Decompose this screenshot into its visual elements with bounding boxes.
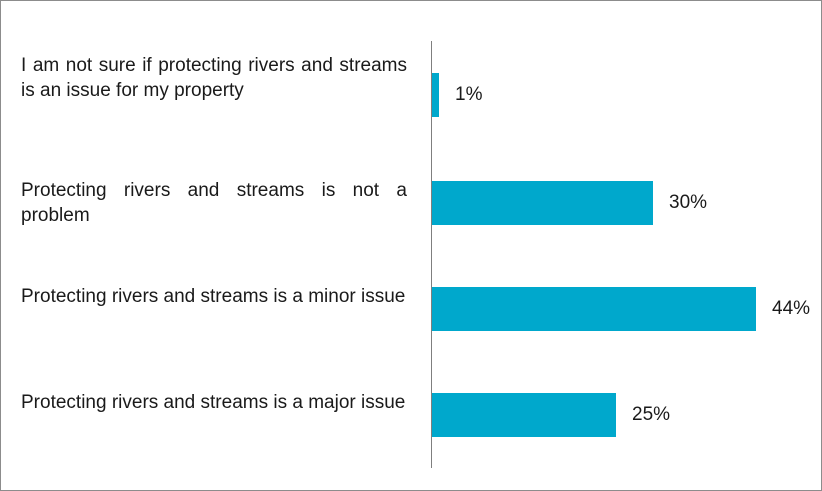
bar-1 <box>432 181 653 225</box>
category-label-1: Protecting rivers and streams is not a p… <box>21 180 407 226</box>
data-label-2: 44% <box>772 298 811 319</box>
bar-2 <box>432 287 756 331</box>
data-label-3: 25% <box>632 404 671 425</box>
data-label-0: 1% <box>455 84 483 105</box>
bar-3 <box>432 393 616 437</box>
value-axis-line <box>431 41 432 468</box>
category-label-3: Protecting rivers and streams is a major… <box>21 392 406 413</box>
category-label-2: Protecting rivers and streams is a minor… <box>21 286 406 307</box>
data-label-1: 30% <box>669 192 708 213</box>
bar-0 <box>432 73 439 117</box>
category-label-0: I am not sure if protecting rivers and s… <box>21 55 407 101</box>
